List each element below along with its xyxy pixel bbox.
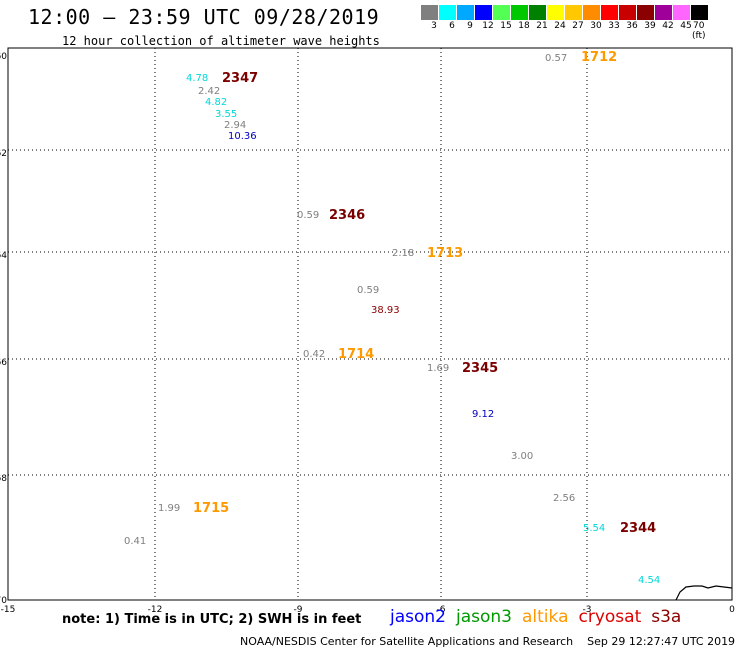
colorbar-label: 24	[554, 21, 566, 31]
wave-height-value: 2.56	[553, 493, 575, 504]
latitude-label: -70	[0, 596, 7, 606]
credit-line: NOAA/NESDIS Center for Satellite Applica…	[240, 635, 735, 648]
colorbar-label: 3	[431, 21, 437, 31]
wave-height-value: 4.54	[638, 575, 660, 586]
wave-height-value: 0.57	[545, 53, 567, 64]
legend-item-cryosat: cryosat	[578, 607, 642, 627]
colorbar-label: 42	[662, 21, 674, 31]
wave-height-value: 2.94	[224, 120, 246, 131]
colorbar-label: 45	[680, 21, 692, 31]
wave-height-value: 5.54	[583, 523, 605, 534]
pass-time-label: 2346	[329, 208, 365, 223]
colorbar-label: 36	[626, 21, 638, 31]
lat-lon-grid	[8, 48, 732, 600]
pass-time-label: 2347	[222, 71, 258, 86]
colorbar-swatch-7	[547, 5, 565, 20]
colorbar-swatch-9	[583, 5, 601, 20]
wave-height-value: 4.82	[205, 97, 227, 108]
longitude-label: -15	[1, 605, 16, 615]
colorbar-label: 21	[536, 21, 548, 31]
colorbar-swatch-3	[475, 5, 493, 20]
latitude-label: -68	[0, 474, 7, 484]
colorbar-swatch-14	[673, 5, 691, 20]
colorbar-swatch-13	[655, 5, 673, 20]
colorbar-swatch-0	[421, 5, 439, 20]
colorbar-swatch-1	[439, 5, 457, 20]
legend-item-s3a: s3a	[651, 607, 682, 627]
antarctic-coastline	[675, 585, 733, 601]
legend-item-jason3: jason3	[456, 607, 512, 627]
wave-height-value: 2.18	[392, 248, 414, 259]
colorbar-swatch-10	[601, 5, 619, 20]
longitude-label: -9	[294, 605, 303, 615]
pass-time-label: 2344	[620, 521, 656, 536]
colorbar-label: 6	[449, 21, 455, 31]
wave-height-value: 0.42	[303, 349, 325, 360]
generated-timestamp: Sep 29 12:27:47 UTC 2019	[587, 635, 736, 648]
colorbar-swatch-2	[457, 5, 475, 20]
colorbar-swatch-5	[511, 5, 529, 20]
wave-height-value: 1.69	[427, 363, 449, 374]
colorbar-label: 33	[608, 21, 620, 31]
longitude-label: -6	[437, 605, 446, 615]
colorbar-swatch-12	[637, 5, 655, 20]
colorbar-label: 27	[572, 21, 584, 31]
pass-time-label: 1713	[427, 246, 463, 261]
colorbar-label: 39	[644, 21, 656, 31]
longitude-label: -3	[583, 605, 592, 615]
wave-height-value: 10.36	[228, 131, 257, 142]
colorbar-label: 18	[518, 21, 530, 31]
colorbar-label: 9	[467, 21, 473, 31]
colorbar-label: 15	[500, 21, 512, 31]
wave-height-value: 0.59	[357, 285, 379, 296]
latitude-label: -62	[0, 149, 7, 159]
longitude-label: -12	[148, 605, 163, 615]
wave-height-value: 0.41	[124, 536, 146, 547]
chart-subtitle: 12 hour collection of altimeter wave hei…	[62, 34, 380, 48]
wave-height-value: 1.99	[158, 503, 180, 514]
wave-height-value: 38.93	[371, 305, 400, 316]
legend-item-altika: altika	[522, 607, 569, 627]
latitude-label: -66	[0, 358, 7, 368]
latitude-label: -60	[0, 52, 7, 62]
wave-height-value: 3.00	[511, 451, 533, 462]
wave-height-value: 2.42	[198, 86, 220, 97]
chart-title: 12:00 – 23:59 UTC 09/28/2019	[28, 5, 380, 29]
wave-height-value: 3.55	[215, 109, 237, 120]
credit-text: NOAA/NESDIS Center for Satellite Applica…	[240, 635, 574, 648]
map-frame	[7, 47, 733, 601]
colorbar-label: 12	[482, 21, 494, 31]
pass-time-label: 1712	[581, 50, 617, 65]
colorbar-swatch-4	[493, 5, 511, 20]
wave-height-value: 0.59	[297, 210, 319, 221]
pass-time-label: 2345	[462, 361, 498, 376]
pass-time-label: 1714	[338, 347, 374, 362]
colorbar-swatch-15	[691, 5, 709, 20]
pass-time-label: 1715	[193, 501, 229, 516]
axis-labels: -60 -62 -64 -66 -68 -70-15 -12 -9 -6 -3 0	[0, 52, 735, 615]
wave-height-value: 4.78	[186, 73, 208, 84]
units-note: note: 1) Time is in UTC; 2) SWH is in fe…	[62, 612, 362, 627]
legend-item-jason2: jason2	[390, 607, 446, 627]
colorbar-label: 30	[590, 21, 602, 31]
longitude-label: 0	[729, 605, 735, 615]
wave-height-value: 9.12	[472, 409, 494, 420]
colorbar-label: 70 (ft)	[692, 21, 706, 41]
colorbar-swatch-11	[619, 5, 637, 20]
satellite-legend: jason2 jason3 altika cryosat s3a	[390, 607, 691, 627]
latitude-label: -64	[0, 251, 7, 261]
colorbar-swatch-6	[529, 5, 547, 20]
colorbar	[421, 5, 709, 20]
colorbar-swatch-8	[565, 5, 583, 20]
